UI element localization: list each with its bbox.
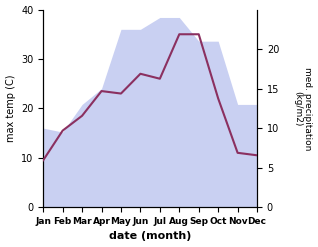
Y-axis label: max temp (C): max temp (C) [5, 75, 16, 142]
X-axis label: date (month): date (month) [109, 231, 191, 242]
Y-axis label: med. precipitation
(kg/m2): med. precipitation (kg/m2) [293, 67, 313, 150]
